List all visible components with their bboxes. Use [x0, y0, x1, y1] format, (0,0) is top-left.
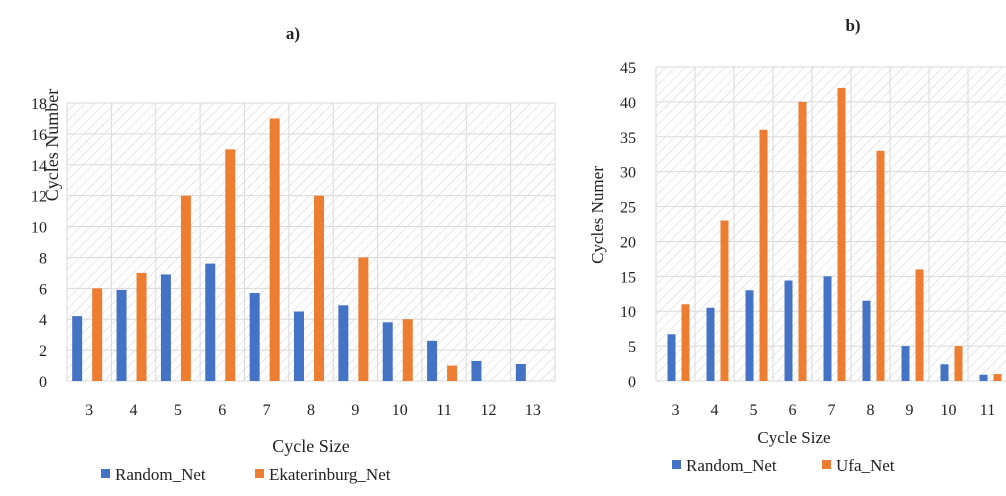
bar-random-net — [823, 276, 832, 381]
x-tick-label: 11 — [436, 402, 451, 419]
bar-ufa-net — [876, 150, 885, 381]
bar-random-net — [706, 307, 715, 381]
bar-random-net — [667, 334, 676, 381]
x-tick-label: 3 — [672, 402, 680, 419]
bar-random-net — [901, 346, 910, 381]
y-tick-label: 10 — [31, 220, 47, 237]
x-tick-label: 7 — [828, 402, 836, 419]
y-tick-label: 4 — [39, 312, 47, 329]
bar-ekaterinburg-net — [402, 319, 413, 381]
bar-random-net — [940, 364, 949, 381]
bar-random-net — [160, 274, 171, 381]
legend-swatch — [255, 469, 264, 478]
legend-label: Ufa_Net — [836, 456, 895, 475]
bar-ufa-net — [915, 269, 924, 381]
x-tick-label: 9 — [351, 402, 359, 419]
x-tick-label: 8 — [867, 402, 875, 419]
x-tick-label: 6 — [218, 402, 226, 419]
x-tick-label: 3 — [85, 402, 93, 419]
x-tick-label: 6 — [789, 402, 797, 419]
bar-ekaterinburg-net — [269, 118, 280, 381]
y-tick-label: 5 — [628, 339, 636, 356]
y-tick-label: 40 — [620, 95, 636, 112]
bar-ufa-net — [993, 374, 1002, 381]
bar-ekaterinburg-net — [225, 149, 236, 381]
y-tick-label: 14 — [31, 158, 47, 175]
bar-random-net — [471, 360, 482, 381]
y-tick-label: 0 — [628, 374, 636, 391]
y-tick-label: 6 — [39, 281, 47, 298]
x-tick-label: 4 — [130, 402, 138, 419]
y-tick-label: 35 — [620, 130, 636, 147]
y-tick-label: 16 — [31, 127, 47, 144]
bar-ekaterinburg-net — [447, 365, 458, 381]
legend-label: Ekaterinburg_Net — [269, 465, 391, 484]
bar-ufa-net — [759, 129, 768, 381]
legend-label: Random_Net — [686, 456, 777, 475]
y-tick-label: 18 — [31, 96, 47, 113]
x-tick-label: 9 — [906, 402, 914, 419]
legend-swatch — [672, 460, 681, 469]
y-axis-label: Cycles Numer — [588, 166, 607, 264]
y-tick-label: 30 — [620, 165, 636, 182]
bar-random-net — [382, 322, 393, 381]
x-tick-label: 10 — [392, 402, 408, 419]
x-tick-label: 12 — [480, 402, 496, 419]
bar-ufa-net — [798, 101, 807, 381]
y-tick-label: 12 — [31, 189, 47, 206]
bar-ekaterinburg-net — [136, 272, 147, 381]
bar-random-net — [116, 289, 127, 381]
bar-random-net — [979, 374, 988, 381]
x-tick-label: 8 — [307, 402, 315, 419]
y-tick-label: 45 — [620, 60, 636, 77]
x-tick-label: 7 — [263, 402, 271, 419]
bar-ekaterinburg-net — [180, 195, 191, 381]
bar-random-net — [72, 316, 83, 381]
chart-title: a) — [286, 24, 300, 43]
y-axis-label: Cycles Number — [42, 89, 62, 201]
bar-random-net — [862, 300, 871, 381]
y-tick-label: 15 — [620, 269, 636, 286]
bar-random-net — [745, 290, 754, 381]
legend-label: Random_Net — [115, 465, 206, 484]
x-axis-label: Cycle Size — [272, 436, 349, 456]
bar-ekaterinburg-net — [314, 195, 324, 381]
y-tick-label: 8 — [39, 250, 47, 267]
bar-random-net — [205, 263, 216, 381]
y-tick-label: 2 — [39, 343, 47, 360]
bar-random-net — [249, 292, 260, 381]
y-tick-label: 25 — [620, 200, 636, 217]
bar-ufa-net — [720, 220, 729, 381]
bar-random-net — [784, 280, 793, 381]
x-tick-label: 13 — [525, 402, 541, 419]
bar-ufa-net — [681, 304, 690, 381]
legend-swatch — [822, 460, 831, 469]
legend-swatch — [101, 469, 110, 478]
chart-title: b) — [845, 16, 860, 35]
bar-ekaterinburg-net — [92, 288, 103, 381]
bar-ekaterinburg-net — [358, 257, 369, 381]
bar-random-net — [515, 364, 526, 381]
y-tick-label: 10 — [620, 304, 636, 321]
bar-random-net — [294, 311, 304, 381]
x-axis-label: Cycle Size — [757, 428, 830, 447]
x-tick-label: 5 — [750, 402, 758, 419]
bar-random-net — [338, 305, 349, 381]
bar-ufa-net — [837, 87, 846, 381]
plot-area — [67, 103, 555, 381]
x-tick-label: 4 — [711, 402, 719, 419]
x-tick-label: 11 — [980, 402, 995, 419]
bar-random-net — [427, 340, 438, 381]
y-tick-label: 0 — [39, 374, 47, 391]
y-tick-label: 20 — [620, 234, 636, 251]
x-tick-label: 5 — [174, 402, 182, 419]
x-tick-label: 10 — [941, 402, 957, 419]
chart-a: 0 2 4 6 8 10 12 14 16 18 3 4 5 6 7 8 9 10 11 12 13 a) Cycles N… — [31, 24, 556, 484]
bar-ufa-net — [954, 346, 963, 381]
